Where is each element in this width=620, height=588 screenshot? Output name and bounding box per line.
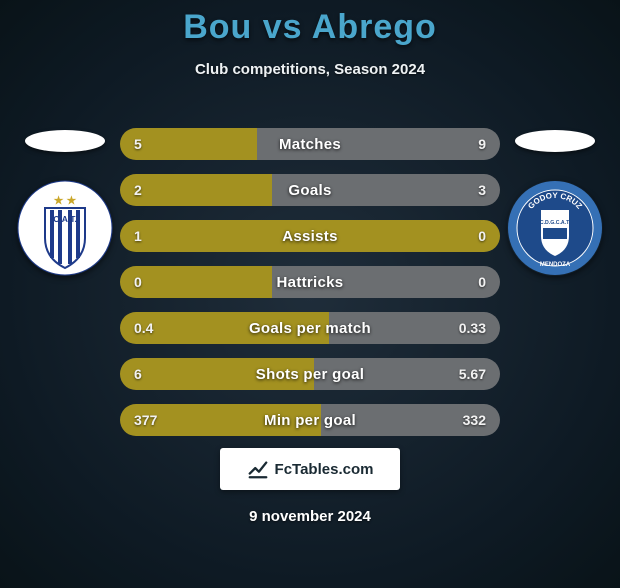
stat-row: 59Matches: [120, 128, 500, 160]
svg-text:★ ★: ★ ★: [54, 195, 77, 207]
left-flag-oval: [25, 130, 105, 152]
stats-container: 59Matches 23Goals 10Assists 00Hattricks 0.40…: [120, 128, 500, 436]
title-vs: vs: [263, 8, 303, 46]
stat-row: 377332Min per goal: [120, 404, 500, 436]
svg-text:C.D.G.C.A.T.: C.D.G.C.A.T.: [540, 220, 571, 226]
page-title: Bou vs Abrego: [0, 8, 620, 47]
subtitle: Club competitions, Season 2024: [0, 61, 620, 78]
svg-text:MENDOZA: MENDOZA: [540, 262, 571, 268]
stat-label: Goals per match: [120, 312, 500, 344]
stat-label: Hattricks: [120, 266, 500, 298]
brand-text: FcTables.com: [275, 461, 374, 478]
stat-label: Shots per goal: [120, 358, 500, 390]
badge-cat-icon: ★ ★ C.A.T.: [17, 180, 113, 276]
stat-row: 10Assists: [120, 220, 500, 252]
stat-row: 0.40.33Goals per match: [120, 312, 500, 344]
stat-row: 23Goals: [120, 174, 500, 206]
stat-label: Min per goal: [120, 404, 500, 436]
stat-label: Matches: [120, 128, 500, 160]
badge-godoycruz-icon: GODOY CRUZ C.D.G.C.A.T. MENDOZA: [507, 180, 603, 276]
right-column: GODOY CRUZ C.D.G.C.A.T. MENDOZA: [500, 128, 610, 276]
brand-box[interactable]: FcTables.com: [220, 448, 400, 490]
title-right-player: Abrego: [312, 8, 437, 46]
date-line: 9 november 2024: [0, 508, 620, 525]
left-column: ★ ★ C.A.T.: [10, 128, 120, 276]
stat-label: Goals: [120, 174, 500, 206]
left-team-badge: ★ ★ C.A.T.: [17, 180, 113, 276]
chart-line-icon: [247, 458, 269, 480]
right-team-badge: GODOY CRUZ C.D.G.C.A.T. MENDOZA: [507, 180, 603, 276]
stat-label: Assists: [120, 220, 500, 252]
right-flag-oval: [515, 130, 595, 152]
svg-text:C.A.T.: C.A.T.: [53, 214, 77, 224]
title-left-player: Bou: [183, 8, 252, 46]
stat-row: 00Hattricks: [120, 266, 500, 298]
stat-row: 65.67Shots per goal: [120, 358, 500, 390]
content: ★ ★ C.A.T. 59Matches 23Goals 10Assists 00Ha…: [0, 128, 620, 436]
